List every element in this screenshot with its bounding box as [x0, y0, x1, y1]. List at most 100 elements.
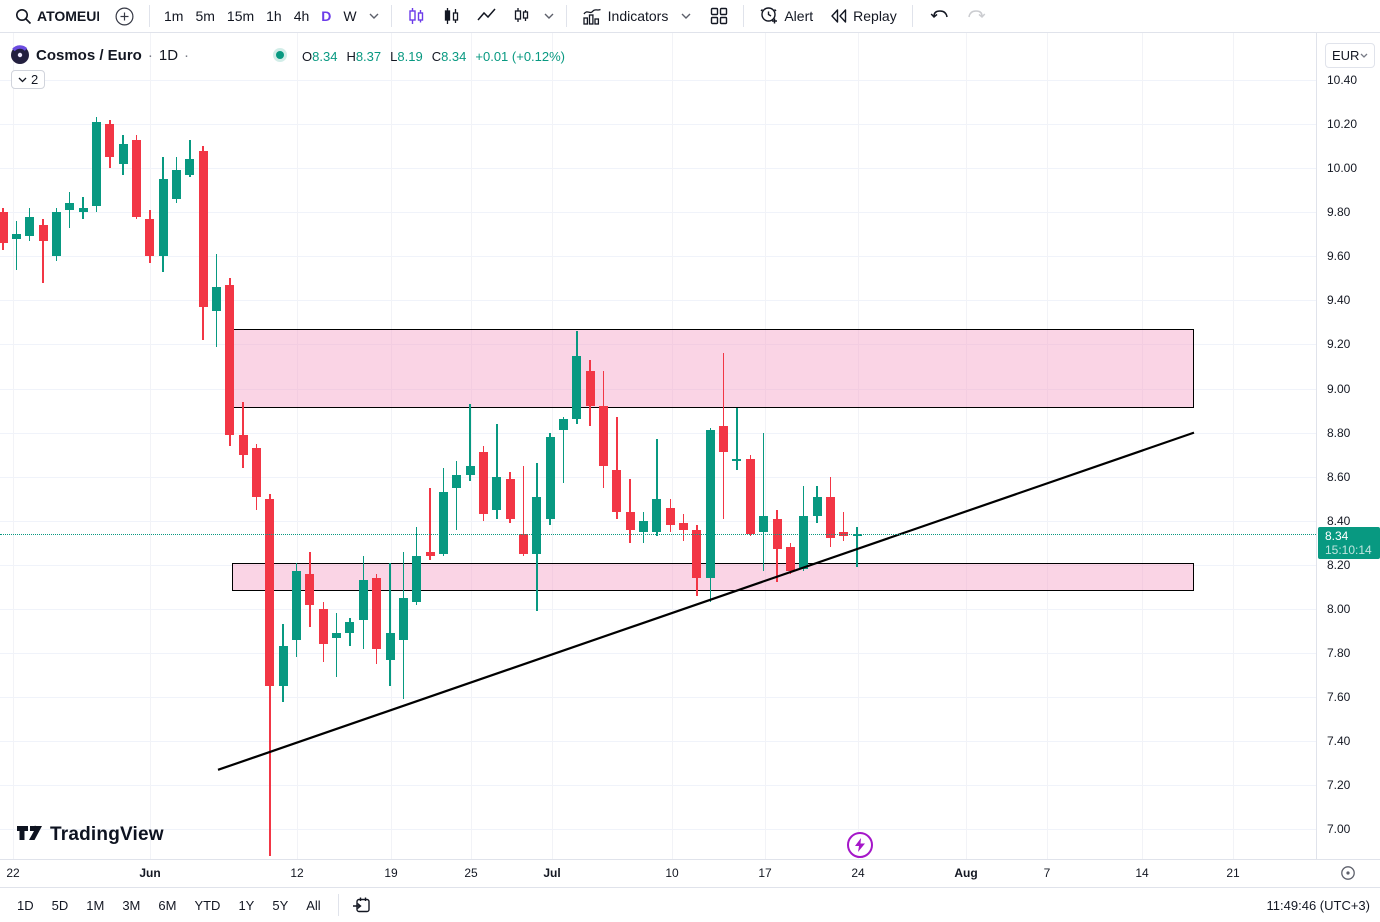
timeframe-5m[interactable]: 5m [195, 8, 215, 24]
close-label: C [431, 49, 442, 64]
chart-style-line-button[interactable] [470, 3, 503, 29]
candle-body [145, 218, 155, 257]
v-gridline [1142, 33, 1143, 859]
candle-body [38, 225, 48, 241]
symbol-search-text: ATOMEUR [37, 8, 99, 24]
indicators-label: Indicators [607, 8, 669, 24]
candle-wick [562, 417, 565, 484]
price-tick-label: 7.00 [1327, 822, 1351, 837]
range-5y[interactable]: 5Y [272, 897, 289, 913]
range-1m[interactable]: 1M [86, 897, 105, 913]
ohlc-readout: O8.34 H8.37 L8.19 C8.34 +0.01 (+0.12%) [302, 49, 565, 64]
currency-toggle-button[interactable]: EUR [1325, 43, 1375, 68]
price-tick-label: 8.20 [1327, 557, 1351, 572]
indicators-button[interactable]: Indicators [575, 3, 676, 29]
candle-wick [629, 478, 631, 543]
candle-body [719, 426, 729, 453]
candle-body [65, 203, 75, 211]
change-value: +0.01 (+0.12%) [475, 49, 566, 64]
chart-style-candles-button[interactable] [400, 3, 433, 29]
redo-button[interactable] [959, 3, 993, 29]
range-1d[interactable]: 1D [17, 897, 34, 913]
object-tree-badge[interactable]: 2 [11, 70, 46, 89]
chart-style-hollow-button[interactable] [505, 3, 538, 29]
candle-body [212, 287, 222, 312]
lightning-event-icon[interactable] [847, 832, 873, 858]
toolbar-divider [911, 5, 913, 27]
price-tick-label: 9.00 [1327, 381, 1351, 396]
toolbar-divider [337, 894, 339, 916]
high-value: 8.37 [355, 49, 382, 64]
chart-style-bars-button[interactable] [435, 3, 468, 29]
timeframe-15m[interactable]: 15m [226, 8, 255, 24]
tradingview-logo[interactable]: TradingView [17, 824, 164, 846]
timeframe-1h[interactable]: 1h [266, 8, 282, 24]
range-ytd[interactable]: YTD [194, 897, 221, 913]
h-gridline [0, 344, 1316, 346]
supply-demand-zone[interactable] [232, 329, 1194, 409]
current-price-line [0, 534, 1316, 535]
alert-button[interactable]: Alert [752, 3, 820, 29]
replay-rewind-icon [829, 8, 848, 24]
range-all[interactable]: All [306, 897, 321, 913]
timeframe-D[interactable]: D [321, 8, 332, 24]
time-axis[interactable]: 22 Jun 12 19 25 Jul 10 17 24 Aug 7 14 21 [0, 859, 1380, 887]
compare-add-symbol-button[interactable] [108, 3, 141, 29]
h-gridline [0, 80, 1316, 81]
layout-grid-button[interactable] [703, 3, 735, 29]
timeframe-4h[interactable]: 4h [293, 8, 310, 24]
candle-body [492, 476, 502, 510]
indicators-menu-button[interactable] [677, 3, 695, 29]
tradingview-mark-icon [17, 825, 43, 845]
session-clock[interactable]: 11:49:46 (UTC+3) [1266, 897, 1370, 913]
range-3m[interactable]: 3M [122, 897, 141, 913]
market-status-indicator[interactable] [273, 48, 287, 62]
chart-legend[interactable]: Cosmos / Euro · 1D · [10, 45, 189, 65]
go-to-date-button[interactable] [345, 892, 379, 918]
replay-button[interactable]: Replay [822, 3, 904, 29]
timezone-settings-icon[interactable] [1340, 865, 1356, 881]
candle-wick [842, 511, 845, 541]
candle-wick [15, 221, 18, 270]
candle-body [705, 430, 715, 579]
time-tick-label: 19 [384, 866, 398, 880]
time-tick-label: 7 [1043, 866, 1051, 880]
candle-body [639, 520, 649, 532]
timeframe-1m[interactable]: 1m [164, 8, 184, 24]
v-gridline [297, 33, 298, 859]
toolbar-divider [390, 5, 392, 27]
toolbar-divider [149, 5, 150, 27]
candle-body [118, 143, 128, 164]
range-5d[interactable]: 5D [51, 897, 69, 913]
candle-body [825, 496, 835, 539]
h-gridline [0, 476, 1316, 478]
time-tick-label: 17 [758, 866, 772, 880]
price-axis[interactable]: EUR 10.40 10.20 10.00 9.80 9.60 9.40 9.20 9.00 8… [1316, 33, 1380, 859]
h-gridline [0, 168, 1316, 170]
candle-wick [469, 403, 471, 482]
timeframe-value[interactable]: 1D [158, 46, 179, 64]
candle-body [185, 159, 195, 175]
range-1y[interactable]: 1Y [238, 897, 255, 913]
v-gridline [1233, 33, 1234, 859]
time-tick-label: 22 [6, 866, 20, 880]
symbol-search-button[interactable]: ATOMEUR [8, 3, 106, 29]
undo-button[interactable] [923, 3, 957, 29]
candle-body [25, 216, 35, 237]
chart-style-menu-button[interactable] [540, 3, 558, 29]
range-6m[interactable]: 6M [158, 897, 177, 913]
bars-style-icon [442, 7, 461, 26]
candle-wick [429, 487, 431, 561]
candle-body [51, 212, 61, 257]
symbol-title[interactable]: Cosmos / Euro [36, 46, 142, 64]
timeframe-W[interactable]: W [343, 8, 357, 24]
timeframe-menu-button[interactable] [365, 3, 383, 29]
replay-label: Replay [853, 8, 897, 24]
currency-label: EUR [1332, 48, 1360, 63]
time-tick-label: 25 [464, 866, 478, 880]
candle-body [532, 496, 542, 554]
date-range-group: 1D 5D 1M 3M 6M YTD 1Y 5Y All [10, 894, 332, 917]
low-value: 8.19 [397, 49, 423, 64]
